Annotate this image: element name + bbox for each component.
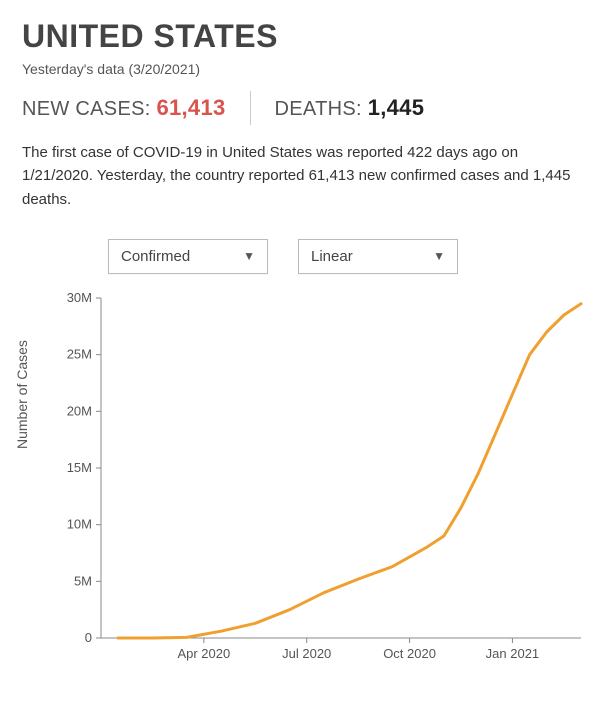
svg-text:30M: 30M [67,290,92,305]
metric-dropdown-selected: Confirmed [121,248,190,265]
svg-text:5M: 5M [74,573,92,588]
stat-divider [250,91,251,125]
chart-area: Confirmed ▼ Linear ▼ Number of Cases 05M… [22,239,589,670]
y-axis-title: Number of Cases [14,340,30,449]
new-cases-value: 61,413 [156,95,225,120]
svg-text:0: 0 [85,630,92,645]
svg-text:Jan 2021: Jan 2021 [486,646,540,661]
chart-controls: Confirmed ▼ Linear ▼ [108,239,589,274]
deaths-label: DEATHS: [275,98,368,120]
metric-dropdown[interactable]: Confirmed ▼ [108,239,268,274]
svg-text:Apr 2020: Apr 2020 [177,646,230,661]
chevron-down-icon: ▼ [433,249,445,263]
new-cases-label: NEW CASES: [22,98,156,120]
scale-dropdown-selected: Linear [311,248,353,265]
stats-row: NEW CASES: 61,413 DEATHS: 1,445 [22,91,589,125]
svg-text:25M: 25M [67,346,92,361]
svg-text:Jul 2020: Jul 2020 [282,646,331,661]
deaths-stat: DEATHS: 1,445 [275,95,425,121]
svg-text:Oct 2020: Oct 2020 [383,646,436,661]
deaths-value: 1,445 [368,95,425,120]
page-title: UNITED STATES [22,18,589,55]
data-date-subtitle: Yesterday's data (3/20/2021) [22,61,589,77]
svg-text:10M: 10M [67,516,92,531]
svg-text:20M: 20M [67,403,92,418]
svg-text:15M: 15M [67,460,92,475]
chevron-down-icon: ▼ [243,249,255,263]
summary-description: The first case of COVID-19 in United Sta… [22,141,589,211]
scale-dropdown[interactable]: Linear ▼ [298,239,458,274]
new-cases-stat: NEW CASES: 61,413 [22,95,226,121]
cases-chart: 0 5M 10M 15M 20M 25M 30M Apr 2020 Jul 2020 Oct 20… [46,284,593,670]
